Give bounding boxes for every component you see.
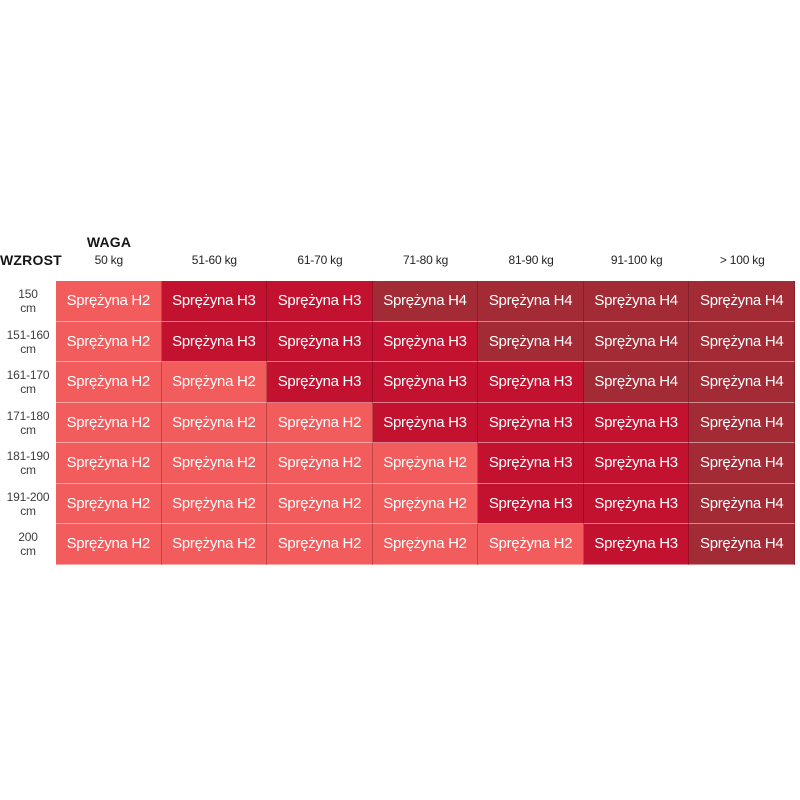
table-cell: Sprężyna H3 xyxy=(372,321,479,362)
weight-axis-title: WAGA xyxy=(86,234,132,250)
row-label-line: 161-170 xyxy=(6,368,50,383)
column-header: 51-60 kg xyxy=(191,253,237,267)
table-cell: Sprężyna H3 xyxy=(161,321,268,362)
row-label: 150 cm xyxy=(0,281,56,322)
row-label: 191-200 cm xyxy=(0,483,56,524)
row-label: 161-170 cm xyxy=(0,362,56,403)
table-cell: Sprężyna H4 xyxy=(689,281,795,322)
table-cell: Sprężyna H4 xyxy=(478,281,584,322)
table-cell: Sprężyna H2 xyxy=(56,443,162,484)
table-cell: Sprężyna H2 xyxy=(56,281,162,322)
table-cell: Sprężyna H3 xyxy=(478,402,584,443)
table-cell: Sprężyna H4 xyxy=(372,281,479,322)
table-cell: Sprężyna H4 xyxy=(478,321,584,362)
table-cell: Sprężyna H3 xyxy=(583,483,690,524)
row-label-line: cm xyxy=(20,503,36,518)
row-label: 151-160 cm xyxy=(0,321,56,362)
table-cell: Sprężyna H2 xyxy=(478,524,584,565)
table-cell: Sprężyna H2 xyxy=(161,362,268,403)
row-label-line: cm xyxy=(20,301,36,316)
row-label-line: cm xyxy=(20,463,36,478)
table-cell: Sprężyna H3 xyxy=(478,443,584,484)
table-cell: Sprężyna H2 xyxy=(267,524,373,565)
table-cell: Sprężyna H3 xyxy=(161,281,268,322)
table-cell: Sprężyna H3 xyxy=(478,483,584,524)
row-label-line: cm xyxy=(20,341,36,356)
table-cell: Sprężyna H2 xyxy=(161,483,268,524)
table-cell: Sprężyna H2 xyxy=(372,443,479,484)
column-header: 81-90 kg xyxy=(508,253,554,267)
table-cell: Sprężyna H4 xyxy=(689,402,795,443)
table-cell: Sprężyna H3 xyxy=(267,321,373,362)
table-cell: Sprężyna H2 xyxy=(372,524,479,565)
row-label: 181-190 cm xyxy=(0,443,56,484)
column-header: 50 kg xyxy=(94,253,124,267)
table-cell: Sprężyna H2 xyxy=(56,402,162,443)
table-cell: Sprężyna H4 xyxy=(689,443,795,484)
column-header: 71-80 kg xyxy=(402,253,449,267)
spring-matrix: 150 cm Sprężyna H2 Sprężyna H3 Sprężyna H3 Sp… xyxy=(0,281,795,565)
table-cell: Sprężyna H4 xyxy=(689,362,795,403)
table-cell: Sprężyna H3 xyxy=(478,362,584,403)
row-label-line: 181-190 xyxy=(6,449,50,464)
table-cell: Sprężyna H3 xyxy=(583,443,690,484)
table-cell: Sprężyna H2 xyxy=(56,362,162,403)
table-cell: Sprężyna H3 xyxy=(267,362,373,403)
table-cell: Sprężyna H3 xyxy=(372,402,479,443)
row-label: 171-180 cm xyxy=(0,402,56,443)
table-cell: Sprężyna H2 xyxy=(56,321,162,362)
table-cell: Sprężyna H4 xyxy=(583,321,690,362)
row-label-line: cm xyxy=(20,422,36,437)
table-cell: Sprężyna H3 xyxy=(583,524,690,565)
table-cell: Sprężyna H2 xyxy=(56,483,162,524)
table-cell: Sprężyna H2 xyxy=(372,483,479,524)
column-header-row: WZROST 50 kg 51-60 kg 61-70 kg 71-80 kg 81-9… xyxy=(0,252,795,268)
column-header: 61-70 kg xyxy=(297,253,343,267)
table-cell: Sprężyna H4 xyxy=(583,281,690,322)
table-cell: Sprężyna H2 xyxy=(267,483,373,524)
column-header: 91-100 kg xyxy=(610,253,663,267)
row-label-line: 191-200 xyxy=(6,489,50,504)
row-label-line: cm xyxy=(20,382,36,397)
table-cell: Sprężyna H3 xyxy=(372,362,479,403)
row-label-line: 151-160 xyxy=(6,327,50,342)
table-cell: Sprężyna H2 xyxy=(161,402,268,443)
table-cell: Sprężyna H4 xyxy=(689,483,795,524)
column-header: > 100 kg xyxy=(719,253,765,267)
table-cell: Sprężyna H2 xyxy=(267,402,373,443)
row-label-line: cm xyxy=(20,544,36,559)
table-cell: Sprężyna H3 xyxy=(267,281,373,322)
table-cell: Sprężyna H3 xyxy=(583,402,690,443)
row-label-line: 171-180 xyxy=(6,408,50,423)
table-cell: Sprężyna H4 xyxy=(689,321,795,362)
height-axis-title: WZROST xyxy=(0,252,62,268)
table-cell: Sprężyna H2 xyxy=(161,524,268,565)
row-label-line: 200 xyxy=(18,530,38,545)
table-cell: Sprężyna H2 xyxy=(161,443,268,484)
table-cell: Sprężyna H2 xyxy=(56,524,162,565)
table-cell: Sprężyna H4 xyxy=(689,524,795,565)
table-cell: Sprężyna H4 xyxy=(583,362,690,403)
table-cell: Sprężyna H2 xyxy=(267,443,373,484)
row-label-line: 150 xyxy=(18,287,38,302)
row-label: 200 cm xyxy=(0,524,56,565)
